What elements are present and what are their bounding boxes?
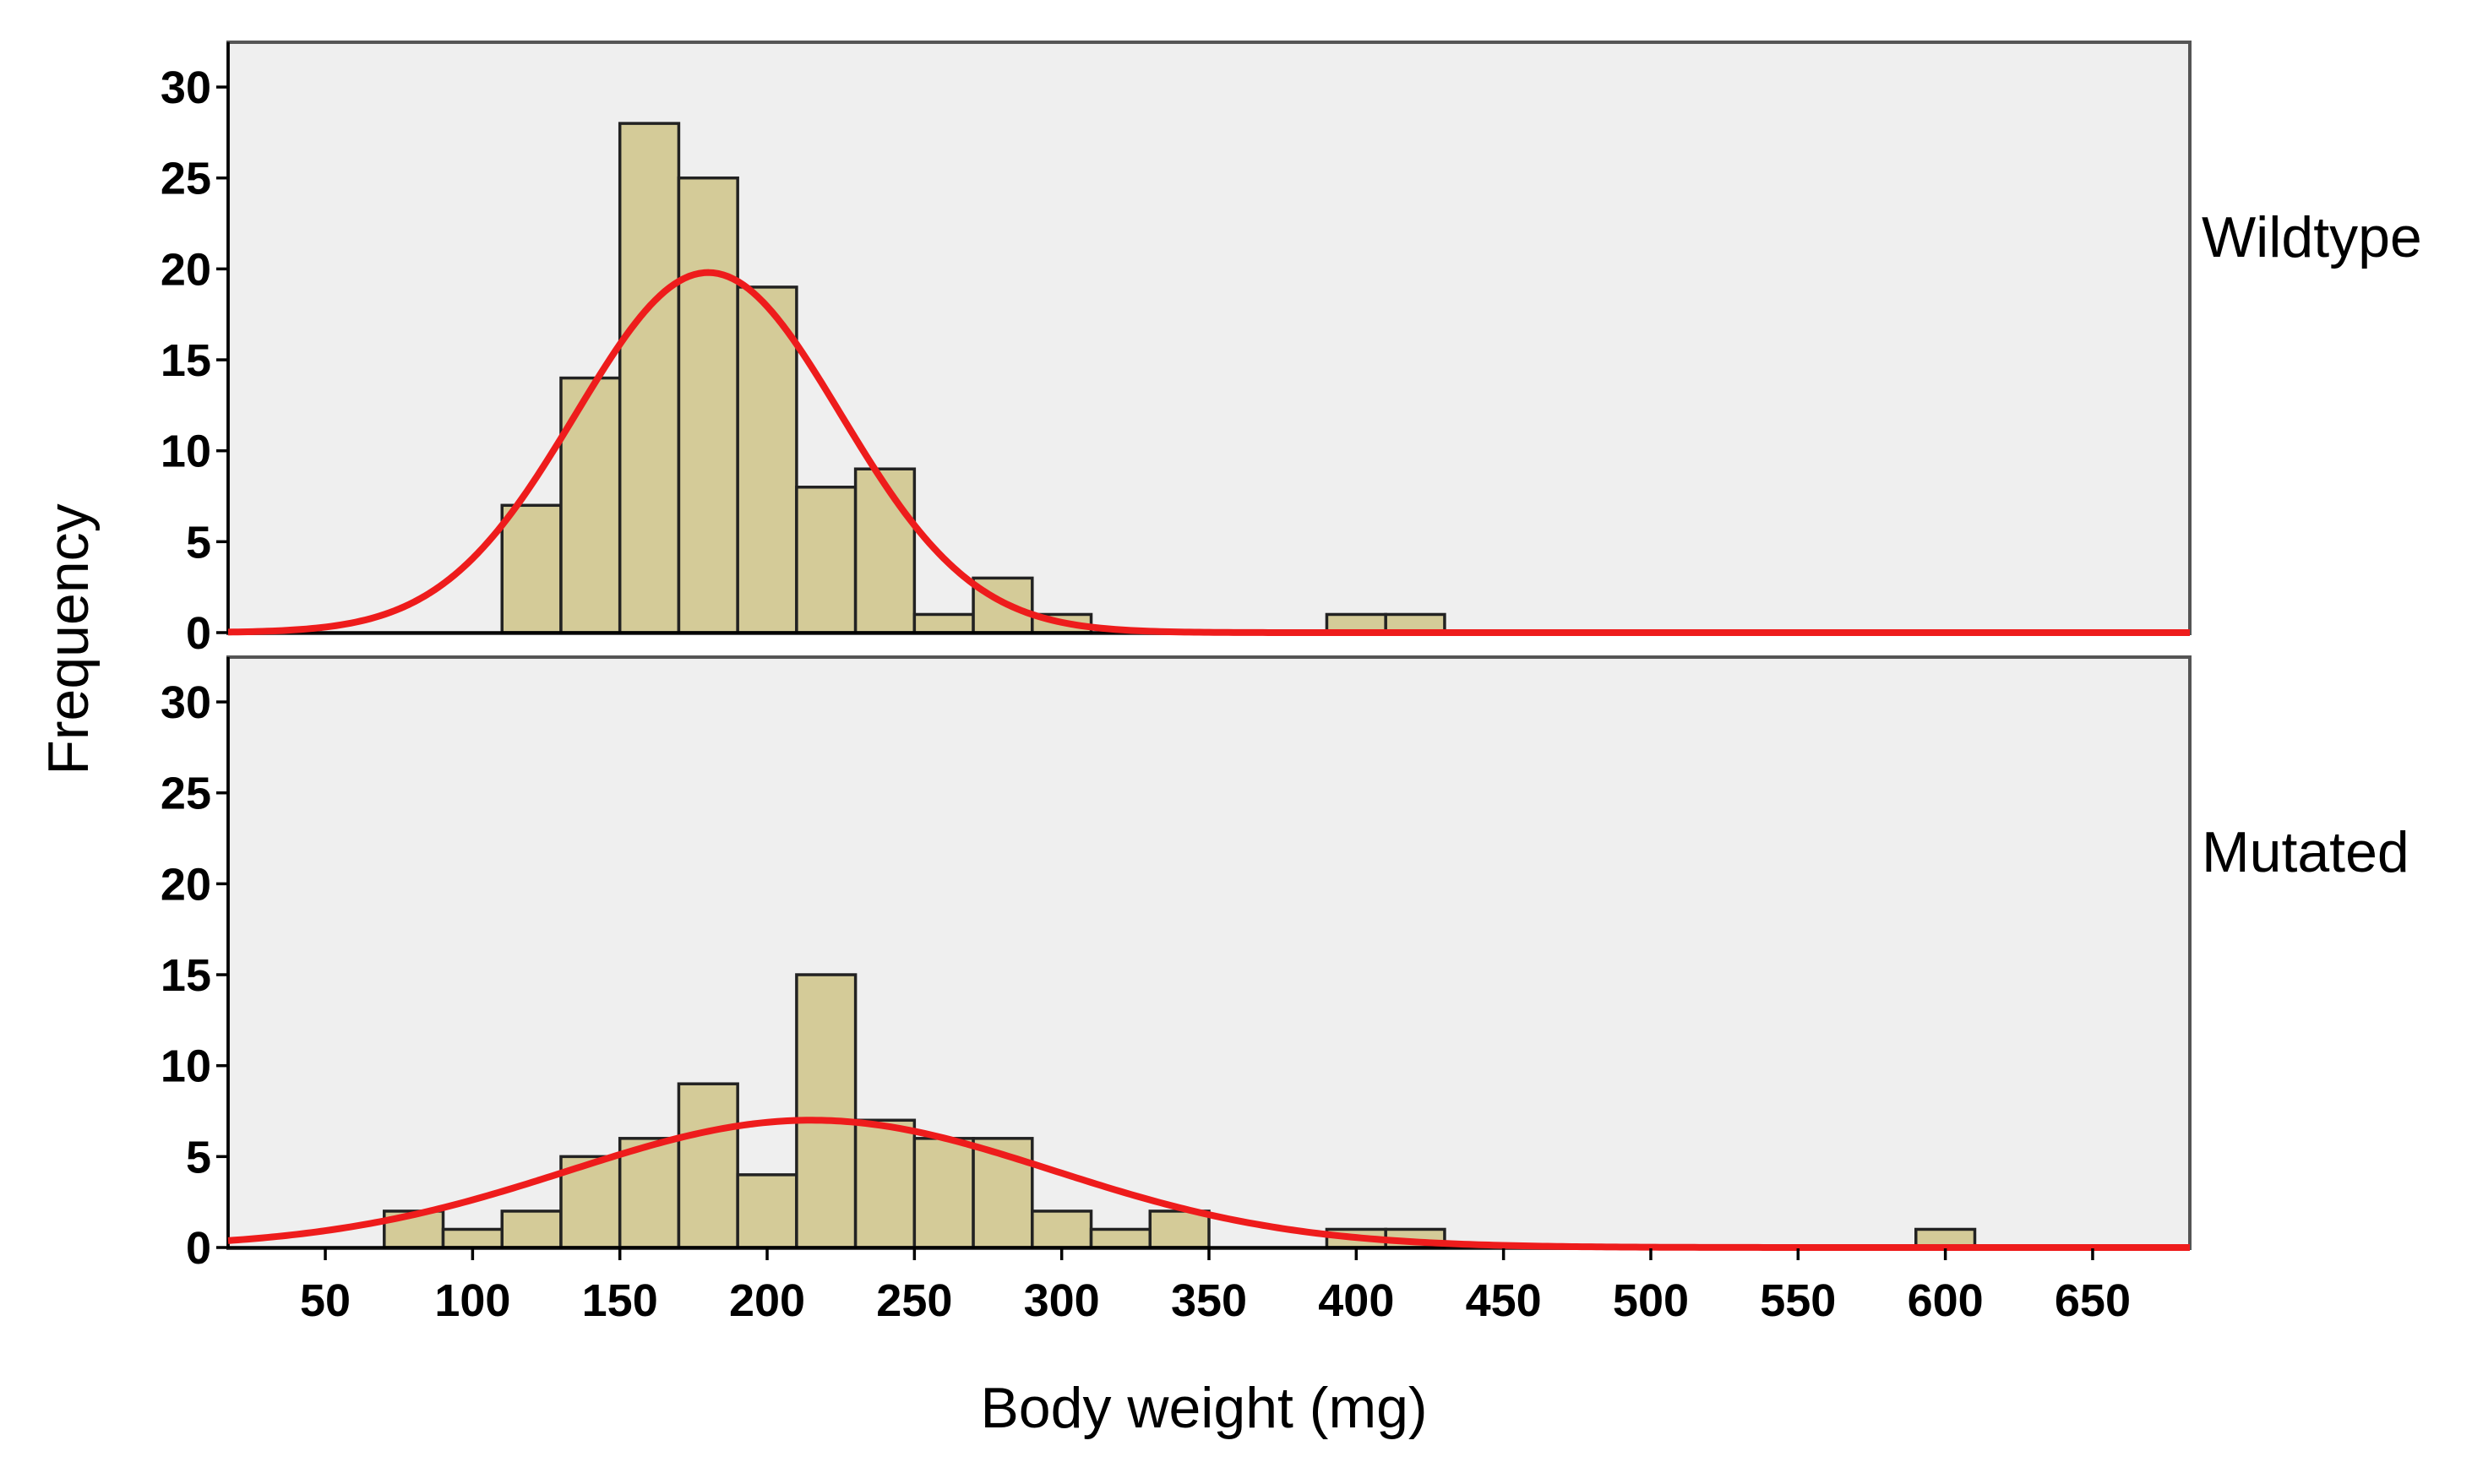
x-tick-label: 500 xyxy=(1613,1275,1689,1326)
histogram-bar xyxy=(677,1082,739,1249)
histogram-bar xyxy=(1031,1209,1093,1249)
x-tick-label: 650 xyxy=(2055,1275,2131,1326)
normal-fit-curve xyxy=(227,269,2190,636)
normal-fit-curve xyxy=(227,1117,2190,1251)
y-tick-label: 0 xyxy=(186,1223,211,1274)
histogram-bar xyxy=(912,1137,975,1249)
histogram-bar xyxy=(1089,1227,1152,1249)
histogram-bar xyxy=(853,467,917,634)
y-tick-label: 25 xyxy=(161,769,211,819)
x-tick-label: 100 xyxy=(434,1275,510,1326)
y-tick-label: 0 xyxy=(186,608,211,659)
x-tick-label: 250 xyxy=(876,1275,952,1326)
histogram-bar xyxy=(441,1227,504,1249)
panel-label: Wildtype xyxy=(2202,205,2422,269)
x-tick-label: 200 xyxy=(729,1275,805,1326)
x-axis: 50 100 150 200 250 300 350 400 450 500 550 600 650 xyxy=(300,1248,2131,1326)
y-tick-label: 30 xyxy=(161,63,211,113)
panel-mutated: 0 5 10 15 20 25 30 Mutated xyxy=(161,655,2409,1274)
x-tick-label: 300 xyxy=(1024,1275,1100,1326)
histogram-bar xyxy=(1148,1209,1211,1249)
x-tick-label: 50 xyxy=(300,1275,351,1326)
histogram-bar xyxy=(500,503,563,634)
histogram-bar xyxy=(500,1209,563,1249)
histogram-bar xyxy=(559,376,622,634)
panel-frame xyxy=(226,655,2192,1250)
histogram-bar xyxy=(912,612,975,634)
y-tick-label: 20 xyxy=(161,859,211,910)
histogram-bar xyxy=(736,285,798,634)
histogram-bar xyxy=(736,1173,798,1249)
x-tick-label: 400 xyxy=(1318,1275,1394,1326)
y-axis-title: Frequency xyxy=(36,503,101,775)
histogram-bar xyxy=(618,122,681,634)
x-tick-label: 450 xyxy=(1466,1275,1542,1326)
y-tick-label: 15 xyxy=(161,335,211,386)
y-tick-label: 20 xyxy=(161,244,211,295)
panel-label: Mutated xyxy=(2202,820,2409,884)
panels-layer: 0 5 10 15 20 25 30 Wildtype 0 5 10 15 20 25 30 Mutated xyxy=(161,41,2422,1274)
histogram-bar xyxy=(795,486,858,634)
x-tick-label: 150 xyxy=(582,1275,658,1326)
histogram-bar xyxy=(795,973,858,1249)
panel-wildtype: 0 5 10 15 20 25 30 Wildtype xyxy=(161,41,2422,659)
y-tick-label: 10 xyxy=(161,427,211,477)
y-tick-label: 15 xyxy=(161,950,211,1001)
x-axis-title: Body weight (mg) xyxy=(980,1376,1427,1440)
x-tick-label: 350 xyxy=(1171,1275,1247,1326)
x-tick-label: 550 xyxy=(1760,1275,1836,1326)
y-tick-label: 25 xyxy=(161,154,211,204)
y-tick-label: 5 xyxy=(186,517,211,568)
x-tick-label: 600 xyxy=(1908,1275,1984,1326)
histogram-bar xyxy=(677,176,739,634)
y-tick-label: 10 xyxy=(161,1041,211,1092)
histogram-bar xyxy=(853,1118,917,1249)
y-tick-label: 30 xyxy=(161,677,211,728)
y-tick-label: 5 xyxy=(186,1132,211,1182)
